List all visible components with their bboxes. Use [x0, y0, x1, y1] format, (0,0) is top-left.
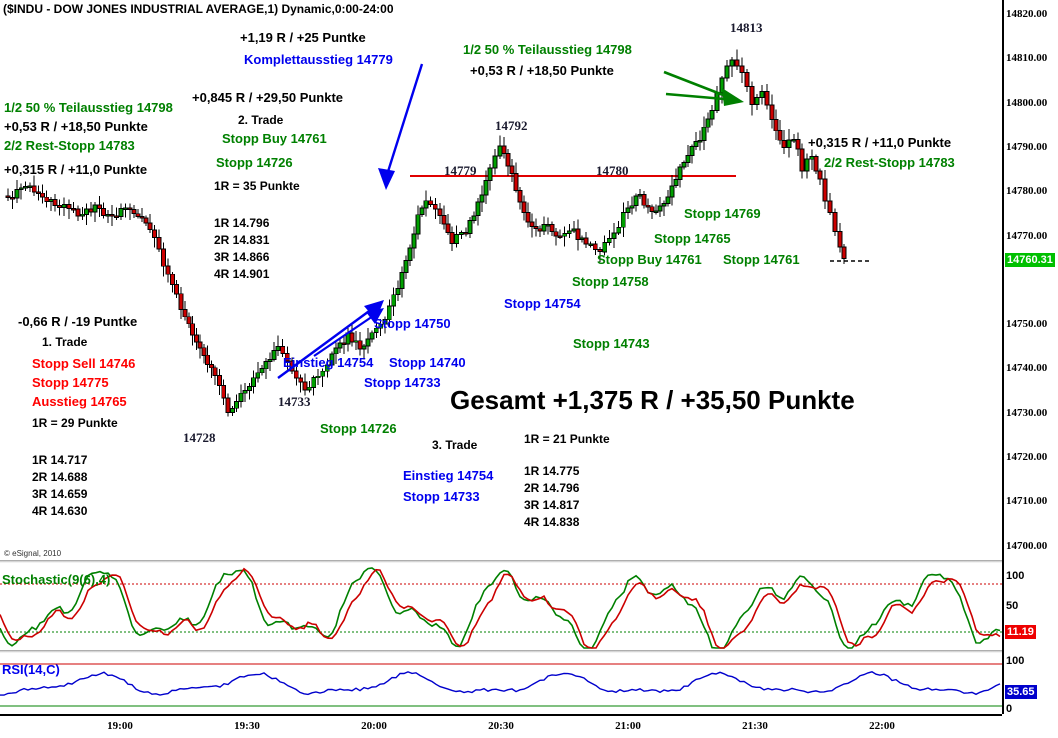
ann-stop-green-0: Stopp 14769 — [684, 206, 761, 221]
ann-stop-blue-3: Stopp 14740 — [389, 355, 466, 370]
pane-divider-2 — [0, 650, 1002, 653]
green-highlight-arrow — [663, 70, 744, 106]
price-tick-14700-00: 14700.00 — [1006, 539, 1048, 552]
blue-exit-arrow — [378, 63, 424, 190]
ann-trade2-entry: Stopp Buy 14761 — [222, 131, 327, 146]
price-label-14780: 14780 — [596, 163, 629, 178]
price-tick-14720-00: 14720.00 — [1006, 451, 1048, 463]
total-result-headline: Gesamt +1,375 R / +35,50 Punkte — [450, 385, 855, 415]
ann-stop-green-5: Stopp 14743 — [573, 336, 650, 351]
blue-entry-arrows — [277, 300, 384, 379]
ann-trade2-target-1: 1R 14.796 — [214, 216, 270, 230]
ann-stop-green-4: Stopp 14758 — [572, 274, 649, 289]
time-axis[interactable]: 19:00 19:30 20:00 20:30 21:00 21:30 22:00 — [0, 714, 1002, 738]
ann-stop-blue-2: Einstieg 14754 — [283, 355, 374, 370]
time-tick-2200: 22:00 — [869, 720, 895, 732]
ann-trade3-target-2: 2R 14.796 — [524, 481, 580, 495]
ann-trade1-target-1: 1R 14.717 — [32, 453, 88, 467]
ann-stop-green-1: Stopp 14765 — [654, 231, 731, 246]
ann-trade2-result-blue-r: +1,19 R / +25 Puntke — [240, 30, 366, 45]
ann-right-r-points: +0,315 R / +11,0 Punkte — [808, 135, 952, 150]
ann-trade1-risk: 1R = 29 Punkte — [32, 416, 118, 430]
price-tick-14770-00: 14770.00 — [1006, 229, 1048, 242]
ann-left-r-points-2: +0,315 R / +11,0 Punkte — [4, 162, 148, 177]
candlestick-series — [5, 49, 872, 417]
ann-trade2-target-4: 4R 14.901 — [214, 267, 270, 281]
stochastic-label: Stochastic(9(6),4) — [2, 572, 111, 587]
ann-trade3-title: 3. Trade — [432, 438, 478, 452]
ann-trade3-target-1: 1R 14.775 — [524, 464, 580, 478]
price-tick-14740-00: 14740.00 — [1006, 362, 1048, 375]
ann-stop-blue-0: Stopp 14754 — [504, 296, 581, 311]
price-label-14728: 14728 — [183, 430, 216, 445]
time-tick-1900: 19:00 — [107, 720, 133, 732]
stochastic-pane[interactable] — [0, 566, 1002, 650]
ann-stop-blue-1: Stopp 14750 — [374, 316, 451, 331]
last-price-badge: 14760.31 — [1005, 253, 1055, 267]
ann-trade2-risk: 1R = 35 Punkte — [214, 179, 300, 193]
ann-left-rest-stop: 2/2 Rest-Stopp 14783 — [4, 138, 135, 153]
price-tick-14800-00: 14800.00 — [1006, 96, 1048, 109]
ann-trade2-target-3: 3R 14.866 — [214, 250, 270, 264]
rsi-scale-0: 0 — [1006, 703, 1013, 715]
ann-stop-green-2: Stopp Buy 14761 — [597, 252, 702, 267]
rsi-value-badge: 35.65 — [1005, 685, 1037, 699]
price-label-14733: 14733 — [278, 394, 311, 409]
ann-trade1-target-4: 4R 14.630 — [32, 504, 88, 518]
price-tick-14780-00: 14780.00 — [1006, 185, 1048, 198]
ann-trade3-entry: Einstieg 14754 — [403, 468, 494, 483]
ann-trade2-full-exit: Komplettausstieg 14779 — [244, 52, 393, 67]
pane-divider-1 — [0, 560, 1002, 563]
rsi-label: RSI(14,C) — [2, 662, 60, 677]
ann-trade1-target-3: 3R 14.659 — [32, 487, 88, 501]
price-tick-14710-00: 14710.00 — [1006, 495, 1048, 508]
time-tick-2100: 21:00 — [615, 720, 641, 732]
stochastic-series — [0, 567, 1002, 649]
price-tick-14820-00: 14820.00 — [1006, 8, 1048, 20]
price-tick-14730-00: 14730.00 — [1006, 406, 1048, 419]
ann-trade3-target-3: 3R 14.817 — [524, 498, 580, 512]
time-tick-2130: 21:30 — [742, 720, 768, 732]
ann-stop-blue-4: Stopp 14733 — [364, 375, 441, 390]
time-tick-2030: 20:30 — [488, 720, 514, 732]
price-label-14813: 14813 — [730, 20, 763, 35]
price-label-14792: 14792 — [495, 118, 528, 133]
rsi-scale-100: 100 — [1006, 655, 1025, 667]
price-tick-14750-00: 14750.00 — [1006, 318, 1048, 331]
ann-trade3-risk: 1R = 21 Punkte — [524, 432, 610, 446]
chart-title: ($INDU - DOW JONES INDUSTRIAL AVERAGE,1)… — [3, 2, 394, 16]
stoch-scale-50: 50 — [1006, 600, 1019, 612]
price-label-14779: 14779 — [444, 163, 477, 178]
ann-trade1-target-2: 2R 14.688 — [32, 470, 88, 484]
ann-trade1-stop: Stopp 14775 — [32, 375, 109, 390]
time-tick-2000: 20:00 — [361, 720, 387, 732]
stoch-scale-100: 100 — [1006, 570, 1025, 582]
ann-left-partial-exit: 1/2 50 % Teilausstieg 14798 — [4, 100, 173, 115]
ann-top-r-points: +0,53 R / +18,50 Punkte — [470, 63, 614, 78]
price-tick-14790-00: 14790.00 — [1006, 140, 1048, 153]
ann-trade1-result: -0,66 R / -19 Puntke — [18, 314, 138, 329]
time-tick-1930: 19:30 — [234, 720, 260, 732]
ann-trade2-result: +0,845 R / +29,50 Punkte — [192, 90, 344, 105]
ann-left-r-points: +0,53 R / +18,50 Punkte — [4, 119, 148, 134]
ann-trade2-title: 2. Trade — [238, 113, 284, 127]
price-axis[interactable]: 14820.00 14810.00 14800.00 14790.00 14780.00… — [1002, 0, 1058, 715]
ann-top-partial-exit: 1/2 50 % Teilausstieg 14798 — [463, 42, 632, 57]
ann-trade1-title: 1. Trade — [42, 335, 88, 349]
ann-trade3-stop: Stopp 14733 — [403, 489, 480, 504]
ann-stop-green-3: Stopp 14761 — [723, 252, 800, 267]
copyright-notice: © eSignal, 2010 — [4, 549, 62, 558]
ann-right-rest-stop: 2/2 Rest-Stopp 14783 — [824, 155, 955, 170]
ann-trade2-stop: Stopp 14726 — [216, 155, 293, 170]
rsi-pane[interactable] — [0, 656, 1002, 714]
ann-trade2-target-2: 2R 14.831 — [214, 233, 270, 247]
ann-trade1-exit: Ausstieg 14765 — [32, 394, 127, 409]
rsi-series — [0, 663, 1002, 707]
ann-trade1-entry: Stopp Sell 14746 — [32, 356, 136, 371]
ann-stop-green-6: Stopp 14726 — [320, 421, 397, 436]
price-tick-14810-00: 14810.00 — [1006, 52, 1048, 65]
stoch-value-badge: 11.19 — [1005, 625, 1036, 639]
price-chart-pane[interactable] — [0, 18, 1002, 548]
ann-trade3-target-4: 4R 14.838 — [524, 515, 580, 529]
